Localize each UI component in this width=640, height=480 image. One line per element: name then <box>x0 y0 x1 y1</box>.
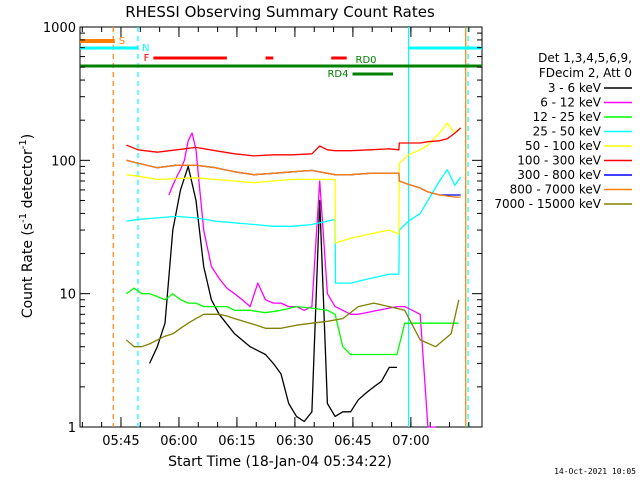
legend-header-2: FDecim 2, Att 0 <box>539 66 632 80</box>
series-line-5 <box>126 127 462 157</box>
legend-label-6: 300 - 800 keV <box>517 168 601 182</box>
y-axis: 1 10 100 1000 <box>43 21 482 436</box>
x-tick-label: 05:45 <box>102 434 139 449</box>
x-tick-label: 07:00 <box>392 434 429 449</box>
bar-label-f: F <box>144 53 150 64</box>
series-line-3 <box>126 169 462 284</box>
x-tick-label: 06:00 <box>160 434 197 449</box>
x-axis-label: Start Time (18-Jan-04 05:34:22) <box>168 454 392 470</box>
plot-frame <box>79 26 483 428</box>
series-line-7 <box>126 159 461 198</box>
legend-label-5: 100 - 300 keV <box>517 154 601 168</box>
y-tick-label: 10 <box>59 288 76 303</box>
y-tick-label: 1000 <box>43 21 76 36</box>
legend: Det 1,3,4,5,6,9, FDecim 2, Att 0 3 - 6 k… <box>494 51 632 211</box>
y-axis-label-main: Count Rate (s <box>20 223 36 318</box>
y-axis-label-tail: detector <box>20 149 36 213</box>
footer-timestamp: 14-Oct-2021 10:05 <box>554 467 636 476</box>
chart-title: RHESSI Observing Summary Count Rates <box>125 3 435 21</box>
legend-label-1: 6 - 12 keV <box>540 96 602 110</box>
series-line-1 <box>168 132 436 428</box>
legend-label-8: 7000 - 15000 keV <box>494 197 601 211</box>
state-bars: S NF RD0 RD4 <box>80 36 482 80</box>
y-tick-label: 100 <box>51 154 76 169</box>
legend-label-0: 3 - 6 keV <box>548 81 602 95</box>
x-tick-label: 06:30 <box>276 434 313 449</box>
legend-label-4: 50 - 100 keV <box>525 139 602 153</box>
y-axis-label-end: ) <box>20 134 36 139</box>
x-axis: 05:45 06:00 06:15 06:30 06:45 07:00 <box>81 27 470 449</box>
series-line-4 <box>126 122 462 244</box>
y-axis-label-sup2: -1 <box>18 139 29 149</box>
y-axis-label: Count Rate (s-1 detector-1) <box>18 134 36 318</box>
legend-label-3: 25 - 50 keV <box>533 125 602 139</box>
x-tick-label: 06:15 <box>218 434 255 449</box>
bar-label-rd0: RD0 <box>356 55 377 66</box>
plot-area: S NF RD0 RD4 <box>79 26 483 428</box>
legend-label-2: 12 - 25 keV <box>533 110 602 124</box>
legend-label-7: 800 - 7000 keV <box>510 183 602 197</box>
vertical-markers <box>112 27 469 427</box>
y-axis-label-sup: -1 <box>18 213 29 223</box>
bar-label-rd4: RD4 <box>327 69 348 80</box>
bar-label-n: N <box>142 43 149 54</box>
y-tick-label: 1 <box>68 421 76 436</box>
series-line-0 <box>149 165 397 423</box>
series-lines <box>125 122 462 428</box>
bar-label-s: S <box>119 36 125 47</box>
series-line-8 <box>125 299 460 348</box>
legend-header-1: Det 1,3,4,5,6,9, <box>538 51 632 65</box>
x-tick-label: 06:45 <box>334 434 371 449</box>
